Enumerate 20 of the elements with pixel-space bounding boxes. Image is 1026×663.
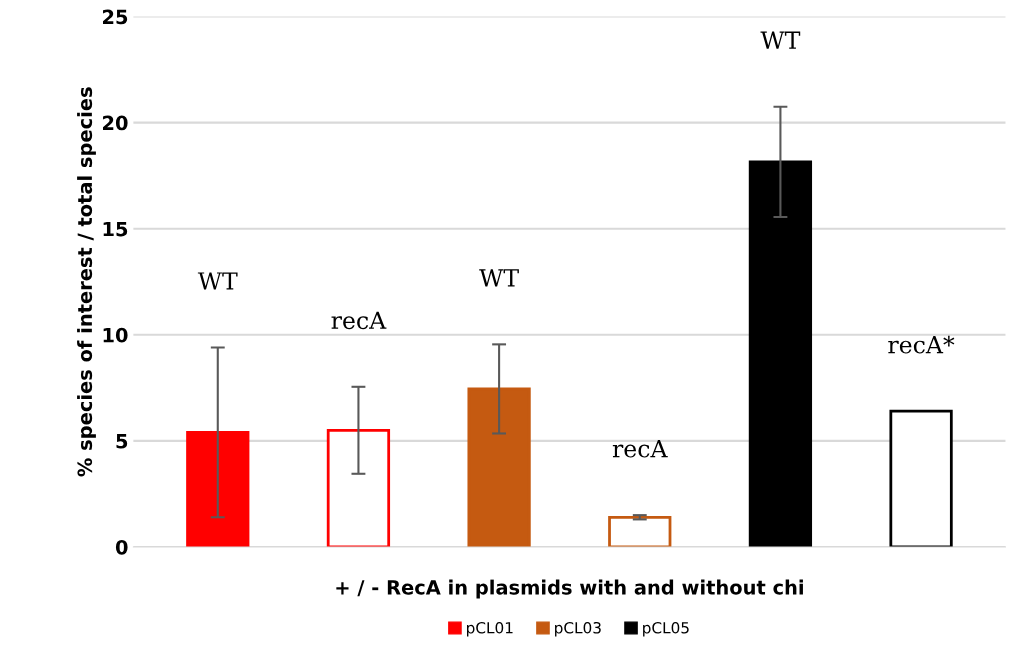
annotation: WT xyxy=(197,272,238,290)
annotation: WT xyxy=(760,31,801,49)
y-axis-title: % species of interest / total species xyxy=(77,87,96,477)
annotation: recA* xyxy=(888,335,955,354)
y-tick-label: 15 xyxy=(103,221,128,237)
y-tick-label: 25 xyxy=(103,9,128,25)
y-tick-label: 10 xyxy=(103,327,128,343)
bar xyxy=(467,387,531,547)
legend-label: pCL01 xyxy=(467,621,513,637)
x-axis-title: + / - RecA in plasmids with and without chi xyxy=(336,579,803,599)
legend-label: pCL03 xyxy=(555,621,601,637)
legend-label: pCL05 xyxy=(643,621,689,637)
y-tick-label: 0 xyxy=(115,539,128,555)
bar xyxy=(748,160,813,547)
annotation: recA xyxy=(331,311,387,330)
y-tick-label: 20 xyxy=(103,115,128,131)
annotation: WT xyxy=(479,269,519,287)
annotation: recA xyxy=(612,439,668,458)
y-tick-label: 5 xyxy=(116,434,128,449)
bar xyxy=(186,431,250,547)
